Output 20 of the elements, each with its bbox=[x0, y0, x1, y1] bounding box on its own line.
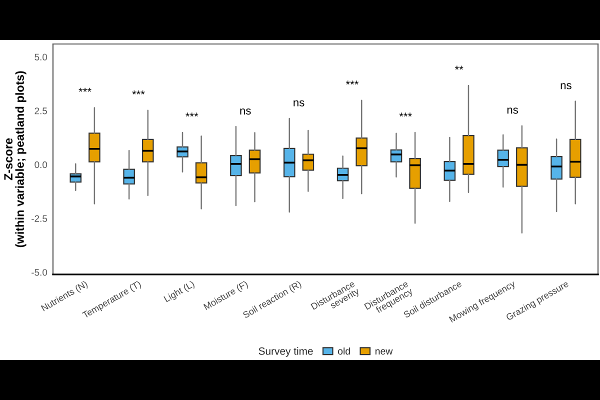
annotation: ns bbox=[294, 100, 304, 106]
annotation: ns bbox=[560, 83, 572, 90]
legend-title: Survey time bbox=[258, 347, 313, 357]
annotation: ns bbox=[507, 108, 518, 114]
annotation: *** bbox=[132, 90, 145, 94]
y-tick-label: 0.0 bbox=[34, 161, 48, 168]
annotation: ns bbox=[240, 108, 251, 115]
y-tick-label: -2.5 bbox=[32, 215, 48, 222]
annotation: *** bbox=[78, 88, 92, 92]
annotation: ** bbox=[454, 66, 464, 70]
y-axis-title: Z-score (within variable; peatland plots) bbox=[4, 71, 26, 248]
y-tick-label: 5.0 bbox=[34, 54, 48, 60]
x-tick-label: Light (L) bbox=[163, 280, 196, 304]
annotation: *** bbox=[346, 80, 359, 84]
y-tick-label: -5.0 bbox=[32, 269, 48, 276]
y-tick-label: 2.5 bbox=[34, 108, 48, 114]
legend-label: old bbox=[338, 347, 350, 355]
annotation: *** bbox=[399, 112, 412, 117]
annotation: *** bbox=[186, 112, 198, 117]
legend-label: new bbox=[376, 349, 393, 355]
